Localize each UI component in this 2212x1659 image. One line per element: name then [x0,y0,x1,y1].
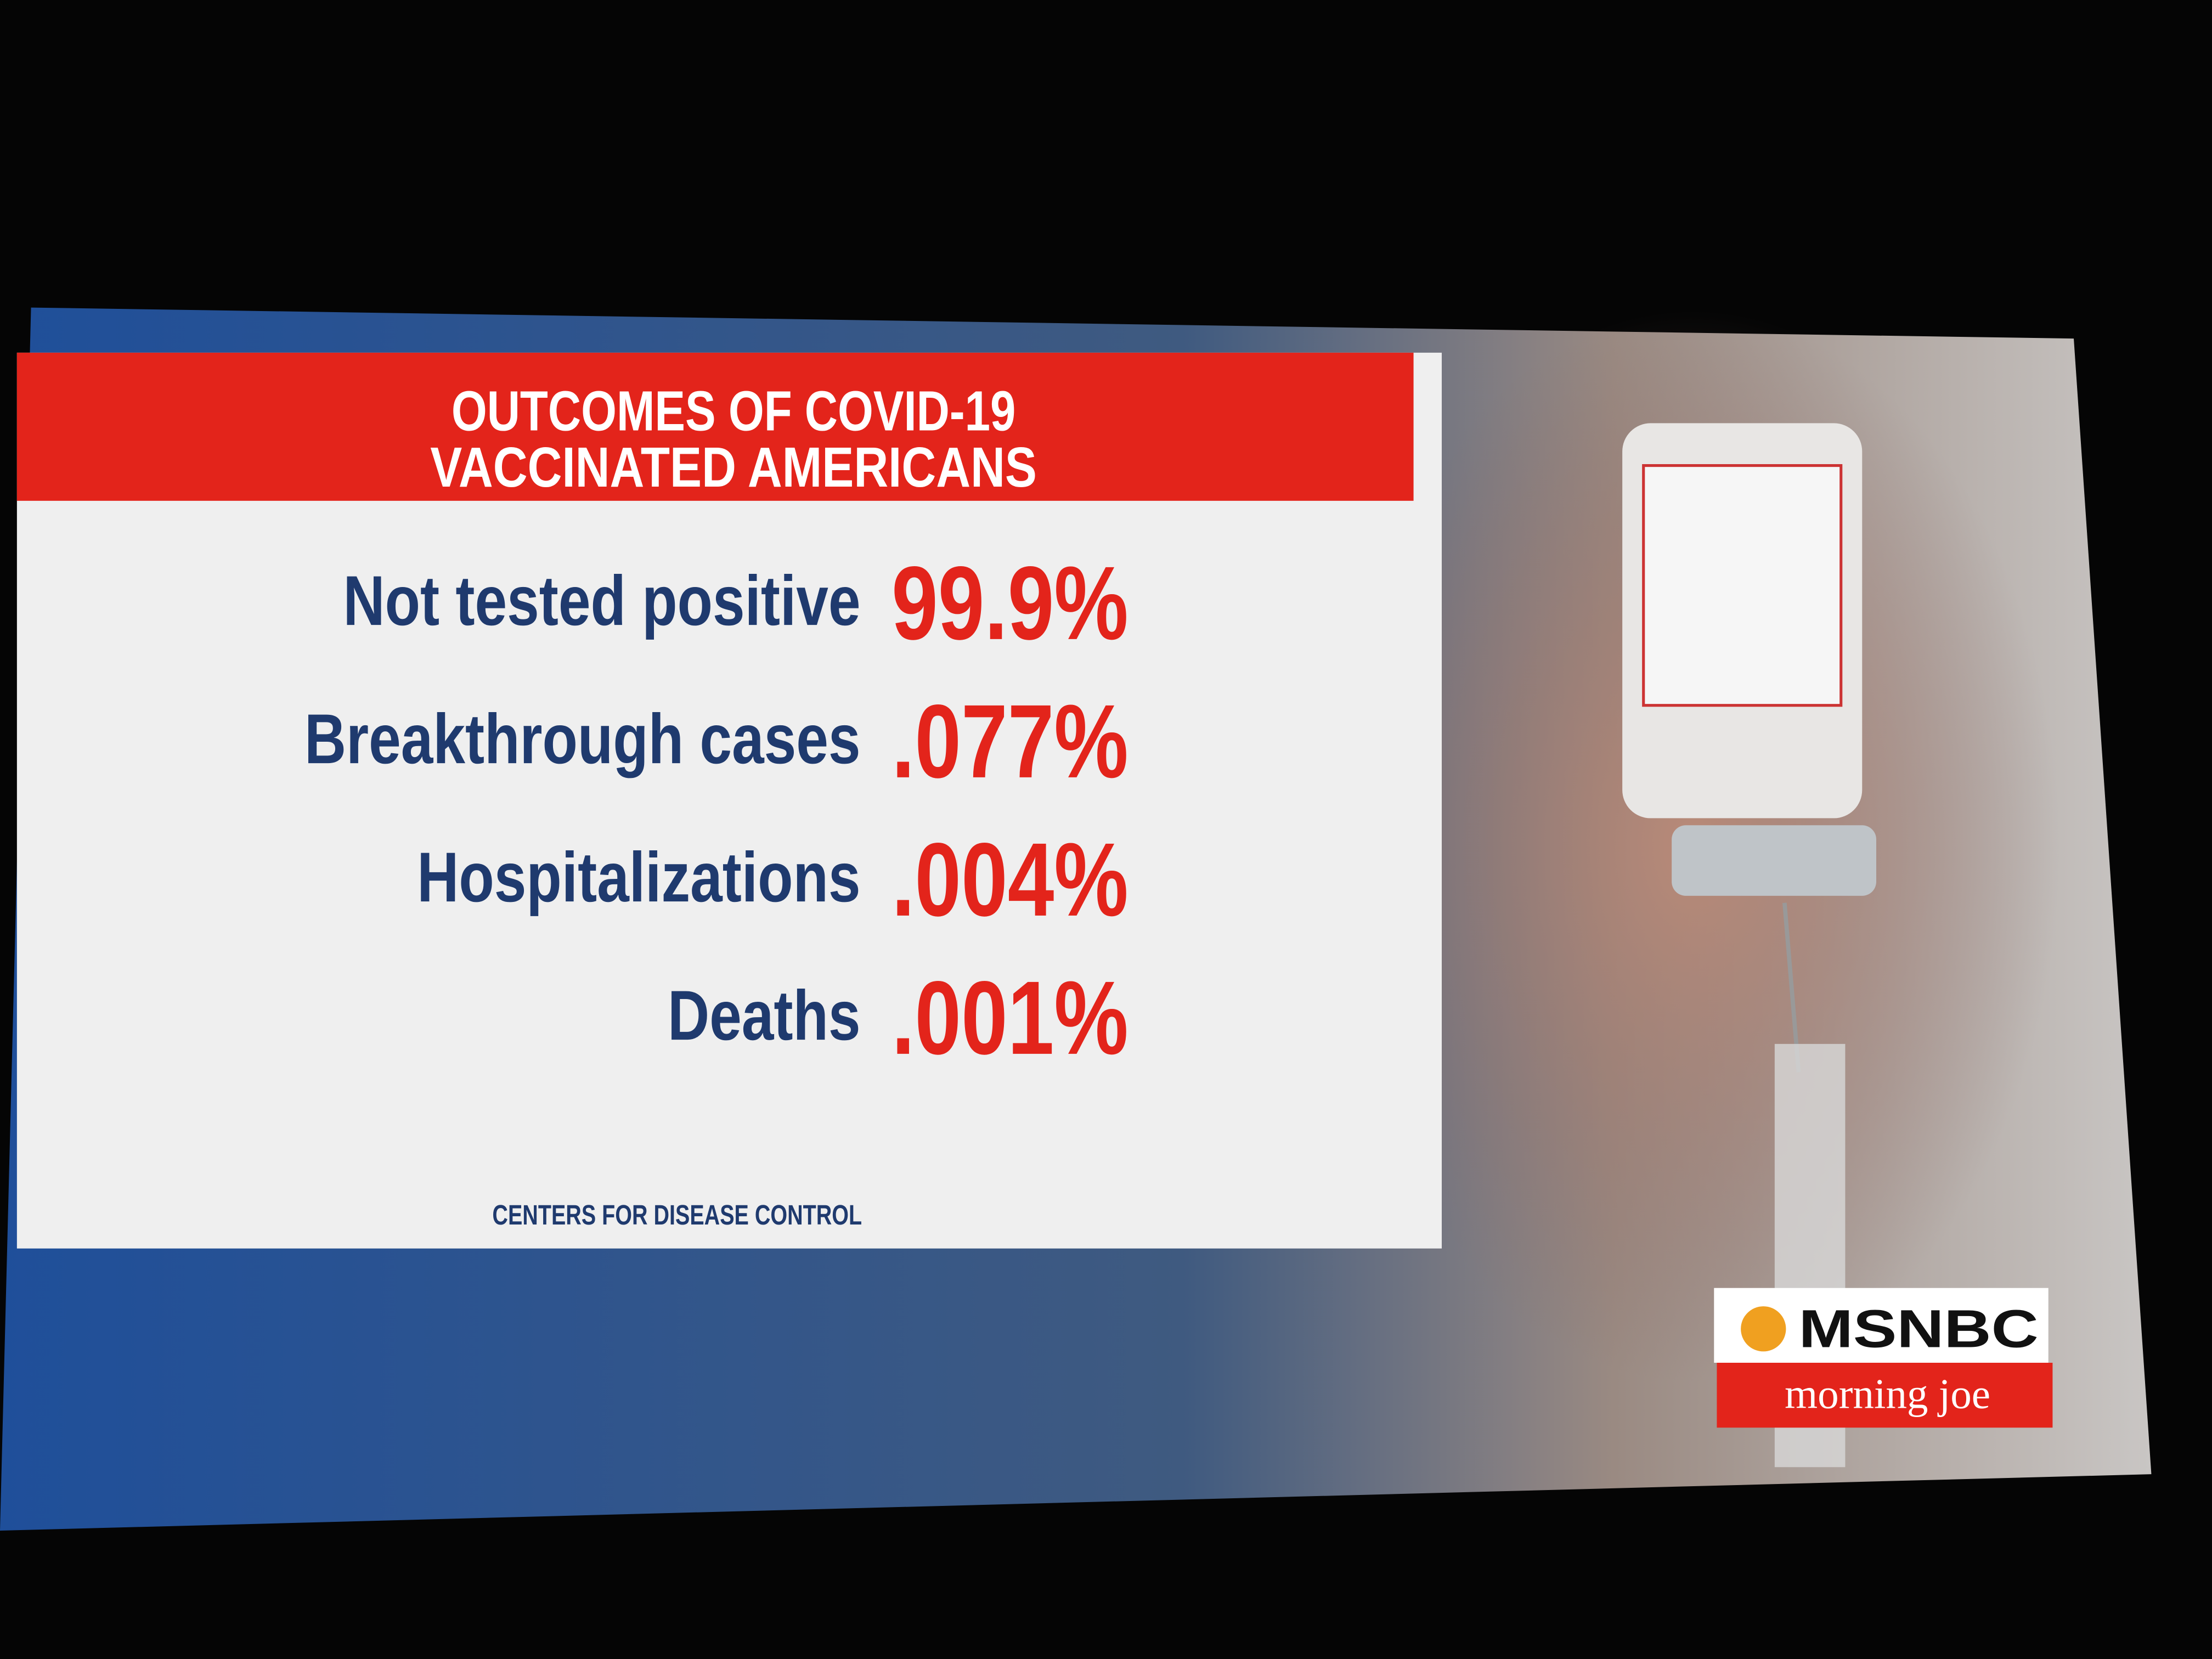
row-label: Not tested positive [343,562,860,640]
logo: MSNBC morning joe [1714,1288,2053,1428]
show-box [1717,1363,2053,1428]
rows: Not tested positive 99.9% Breakthrough cas… [304,545,1128,1076]
row-value: .077% [891,684,1128,800]
row-label: Breakthrough cases [304,700,861,778]
row-label: Deaths [668,977,861,1055]
peacock [1741,1306,1786,1352]
show: morning joe [1785,1370,1990,1417]
row-value: .001% [891,960,1128,1076]
graphic-panel [16,352,1442,1249]
vial [1622,423,1876,1468]
network: MSNBC [1799,1299,2039,1359]
row-label: Hospitalizations [417,838,860,917]
graphic-header [16,352,1414,501]
title-line: OUTCOMES OF COVID-19 [452,379,1016,442]
row-value: .004% [891,822,1128,938]
row-value: 99.9% [891,545,1128,662]
title-line: VACCINATED AMERICANS [430,436,1037,499]
source: CENTERS FOR DISEASE CONTROL [492,1199,862,1231]
